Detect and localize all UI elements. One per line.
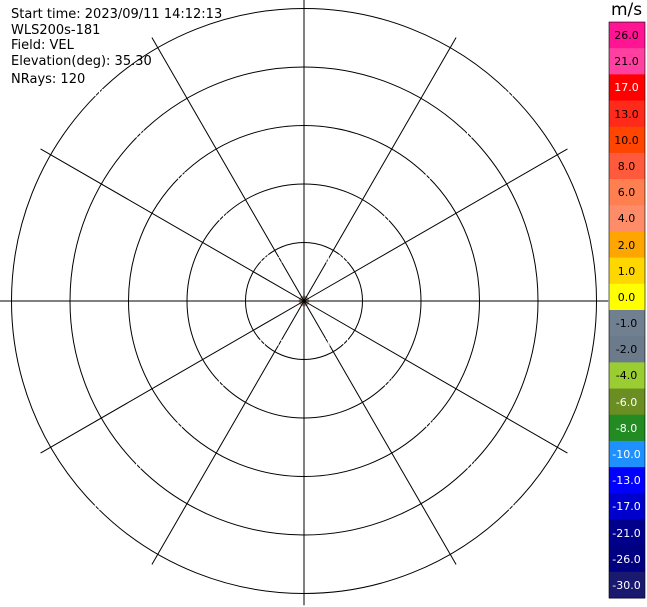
velocity-ppi-chart: 1.00km 1.00km1.00km1.00km2.00km 2.00km2.00… [0, 0, 646, 606]
